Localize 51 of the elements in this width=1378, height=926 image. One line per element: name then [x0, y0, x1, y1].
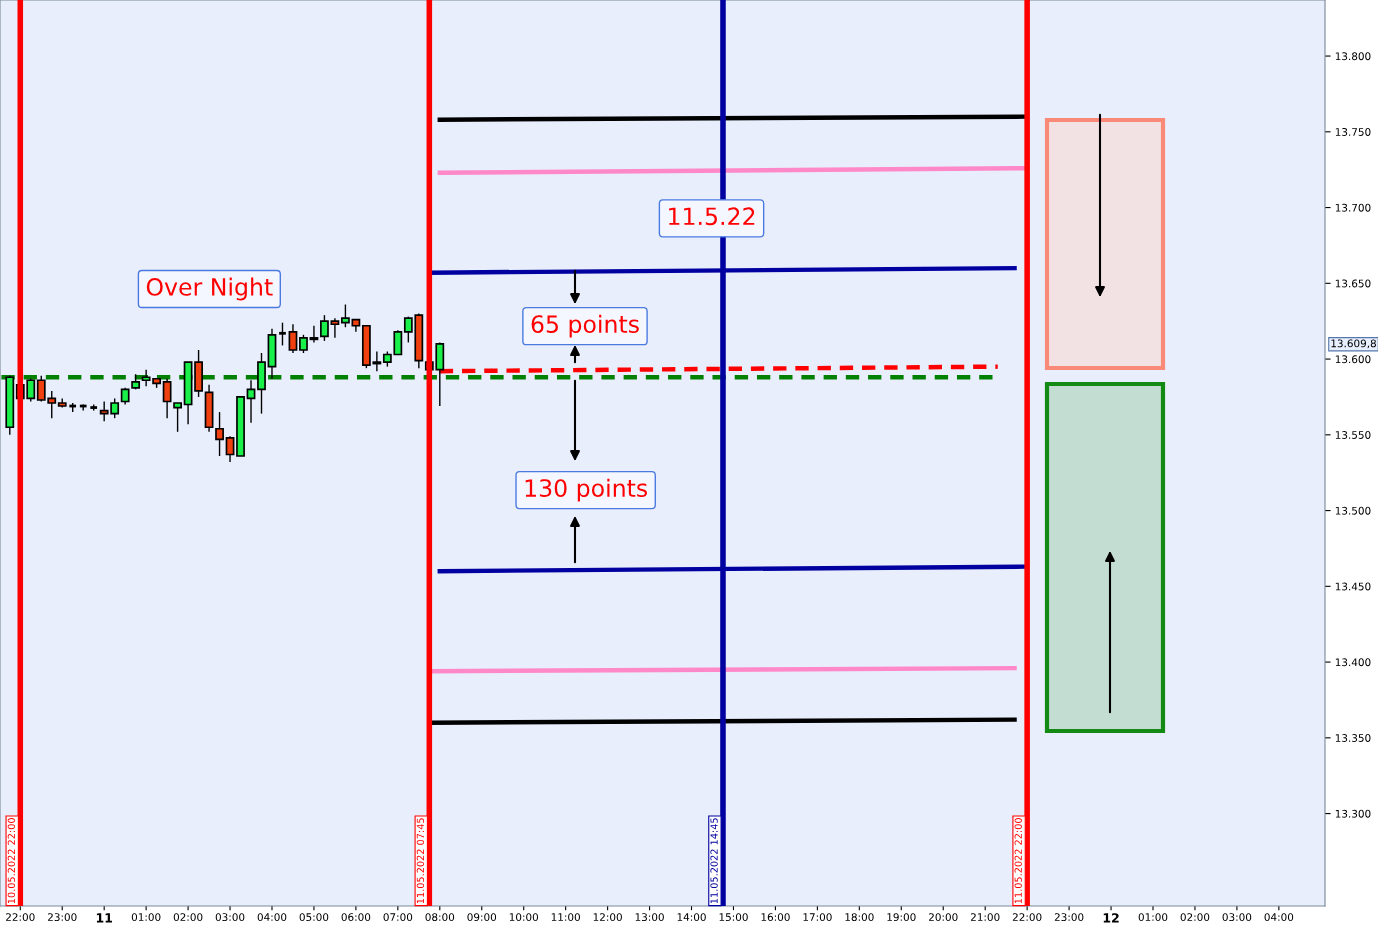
y-tick-label: 13.700: [1335, 203, 1371, 212]
x-tick-label: 13:00: [635, 913, 664, 922]
ref-line-label: 10.05.2022 22:00: [7, 818, 16, 904]
x-tick-label: 18:00: [845, 913, 874, 922]
x-tick-label: 14:00: [677, 913, 706, 922]
x-tick-label: 23:00: [1054, 913, 1084, 922]
x-tick-label: 22:00: [1012, 913, 1042, 922]
x-tick-label: 08:00: [425, 913, 455, 922]
x-tick-label: 09:00: [467, 913, 497, 922]
x-tick-label: 02:00: [173, 913, 203, 922]
ref-line-label: 11.05.2022 14:45: [710, 818, 718, 904]
x-tick-label: 04:00: [257, 913, 287, 922]
annotation: 11.5.22: [669, 207, 755, 226]
annotation: 65 points: [531, 314, 639, 338]
y-tick-label: 13.500: [1335, 506, 1371, 515]
x-tick-label: 23:00: [47, 913, 77, 922]
ref-line-label: 11.05.2022 22:00: [1014, 818, 1022, 904]
x-tick-label: 10:00: [509, 913, 539, 922]
x-tick-label: 19:00: [887, 913, 916, 922]
x-tick-label: 21:00: [970, 913, 1000, 922]
x-tick-label: 01:00: [131, 913, 161, 922]
y-tick-label: 13.450: [1335, 582, 1371, 591]
x-tick-label: 15:00: [719, 913, 748, 922]
annotation: 130 points: [525, 478, 648, 502]
y-tick-label: 13.650: [1335, 279, 1371, 288]
y-tick-label: 13.300: [1335, 809, 1371, 818]
x-tick-label: 12:00: [593, 913, 622, 922]
x-tick-label: 03:00: [1222, 913, 1252, 922]
x-tick-label: 16:00: [761, 913, 790, 922]
y-tick-label: 13.550: [1335, 431, 1371, 439]
x-tick-label: 11: [96, 913, 113, 923]
y-tick-label: 13.400: [1335, 658, 1371, 667]
x-tick-label: 04:00: [1264, 913, 1294, 922]
x-tick-label: 17:00: [803, 913, 832, 922]
x-tick-label: 06:00: [341, 913, 371, 922]
x-tick-label: 05:00: [299, 913, 329, 922]
annotation: Over Night: [146, 277, 273, 301]
x-tick-label: 20:00: [928, 913, 958, 922]
x-tick-label: 02:00: [1180, 913, 1210, 922]
x-tick-label: 07:00: [383, 913, 413, 922]
x-tick-label: 12: [1103, 913, 1119, 923]
x-tick-label: 03:00: [215, 913, 245, 922]
text: 13.609,8: [1331, 339, 1376, 349]
x-tick-label: 22:00: [6, 913, 35, 922]
y-tick-label: 13.750: [1335, 128, 1371, 136]
y-tick-label: 13.600: [1335, 355, 1371, 364]
x-tick-label: 11:00: [551, 913, 580, 922]
x-tick-label: 01:00: [1138, 913, 1168, 922]
y-tick-label: 13.350: [1335, 734, 1371, 742]
ref-line-label: 11.05.2022 07:45: [416, 818, 425, 904]
y-tick-label: 13.800: [1335, 52, 1371, 61]
